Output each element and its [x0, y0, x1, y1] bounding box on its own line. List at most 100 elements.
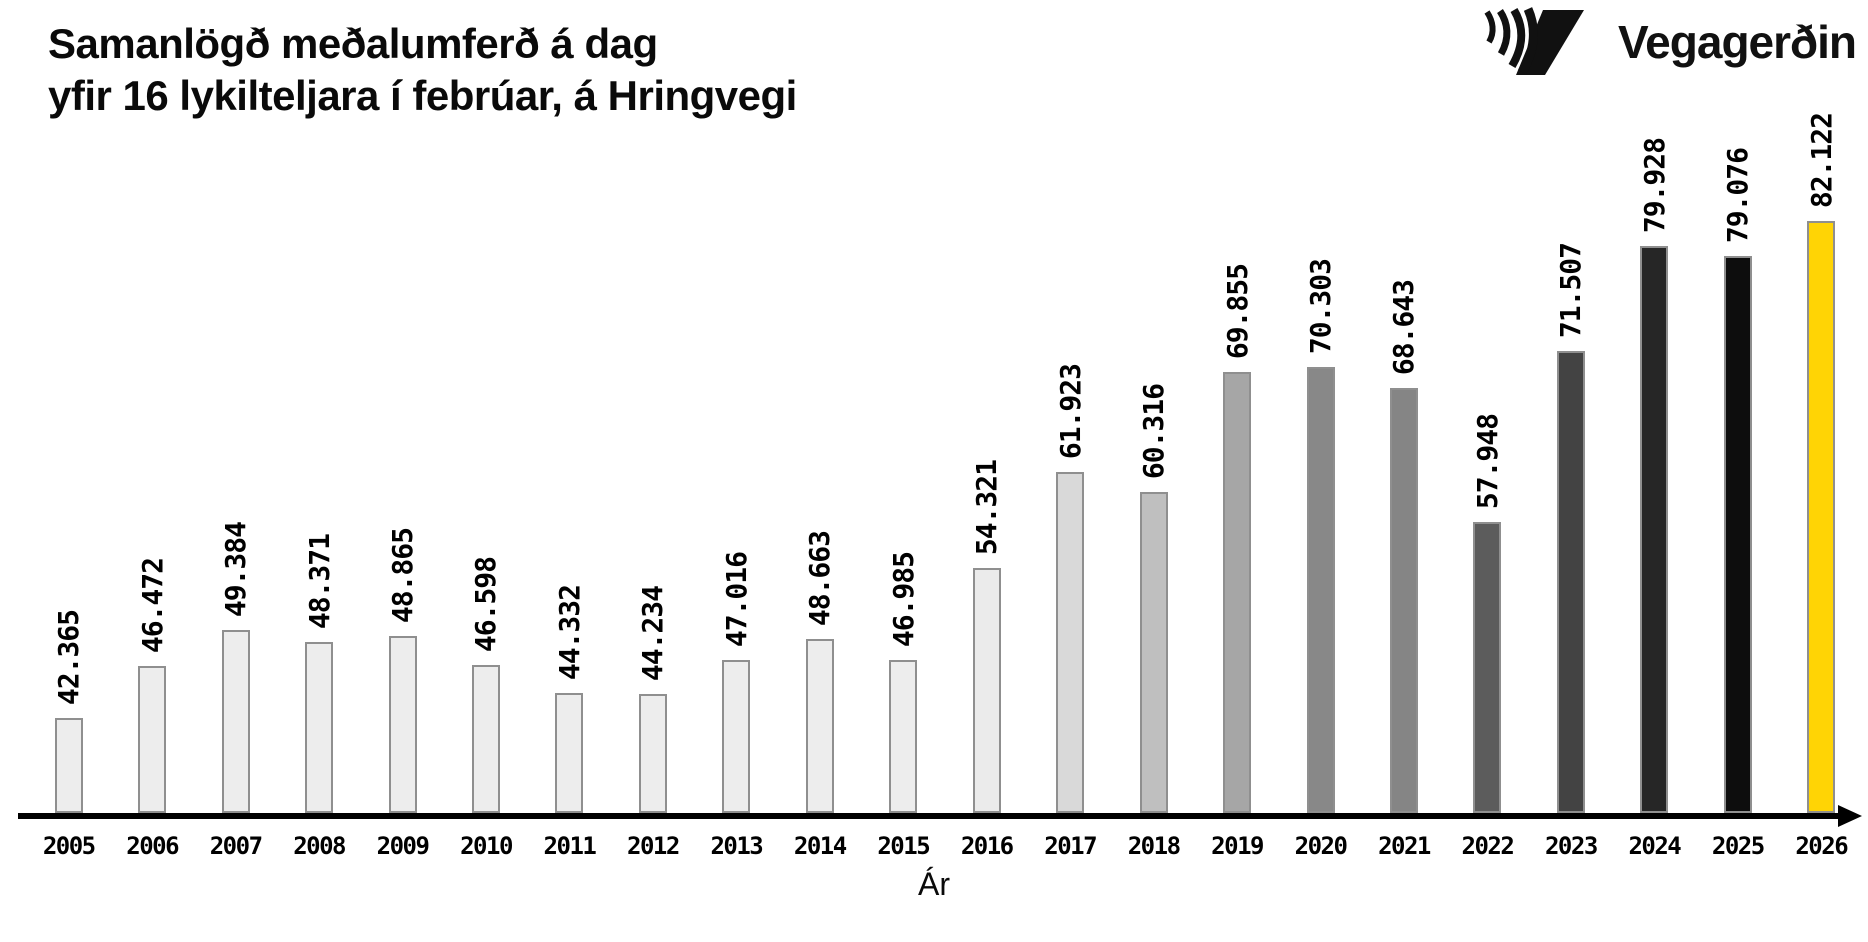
bar-2013	[722, 660, 751, 813]
bar-value-label: 61.923	[1053, 363, 1087, 459]
bar-plot-area: 42.365 46.472 49.384 48.371 48.865 46.598 44.3…	[27, 113, 1863, 813]
bar-value-label: 60.316	[1137, 383, 1171, 479]
x-tick-label-2022: 2022	[1461, 832, 1515, 860]
bar-value-label: 71.507	[1554, 242, 1588, 338]
x-tick-label-2018: 2018	[1127, 832, 1181, 860]
bar-column-2025: 79.076	[1696, 113, 1779, 813]
x-axis-arrow-icon	[1838, 805, 1862, 827]
x-tick-label-2015: 2015	[877, 832, 930, 860]
bar-2010	[471, 665, 500, 813]
x-axis-line	[18, 813, 1840, 819]
x-tick-label-2014: 2014	[793, 832, 847, 860]
bar-2014	[805, 639, 834, 813]
page-title-line2: yfir 16 lykilteljara í febrúar, á Hringv…	[48, 72, 797, 119]
bar-value-label: 42.365	[52, 609, 86, 705]
bar-column-2009: 48.865	[361, 113, 444, 813]
bar-value-label: 46.985	[886, 551, 920, 647]
bar-value-label: 79.076	[1721, 147, 1755, 243]
bar-column-2024: 79.928	[1613, 113, 1696, 813]
bar-value-label: 47.016	[719, 551, 753, 647]
bar-column-2020: 70.303	[1279, 113, 1362, 813]
bar-2022	[1473, 522, 1502, 813]
x-tick-label-2009: 2009	[376, 832, 430, 860]
bar-2023	[1556, 351, 1585, 813]
bar-value-label: 48.865	[386, 527, 420, 623]
bar-column-2010: 46.598	[444, 113, 527, 813]
bar-value-label: 69.855	[1220, 263, 1254, 359]
x-tick-label-2023: 2023	[1544, 832, 1598, 860]
x-tick-label-2005: 2005	[42, 832, 96, 860]
bar-value-label: 82.122	[1804, 113, 1838, 209]
bar-column-2026: 82.122	[1780, 113, 1863, 813]
bar-column-2022: 57.948	[1446, 113, 1529, 813]
bar-value-label: 70.303	[1304, 258, 1338, 354]
bar-2006	[138, 666, 167, 813]
bar-column-2019: 69.855	[1195, 113, 1278, 813]
bar-value-label: 48.371	[302, 533, 336, 629]
bar-2018	[1139, 492, 1168, 813]
x-tick-label-2013: 2013	[710, 832, 763, 860]
bar-value-label: 79.928	[1637, 137, 1671, 233]
x-tick-label-2006: 2006	[126, 832, 179, 860]
x-axis-tick-labels: 2005 2006 2007 2008 2009 2010 2011 2012 2013 2014…	[27, 832, 1863, 860]
vegagerdin-logo: Vegagerðin	[1480, 6, 1857, 78]
bar-value-label: 49.384	[219, 521, 253, 617]
x-tick-label-2025: 2025	[1711, 832, 1765, 860]
bar-2015	[889, 660, 918, 813]
bar-value-label: 46.472	[135, 557, 169, 653]
bar-2021	[1389, 388, 1418, 813]
bar-value-label: 48.663	[803, 530, 837, 626]
bar-2011	[555, 693, 584, 813]
bar-column-2013: 47.016	[695, 113, 778, 813]
x-tick-label-2024: 2024	[1628, 832, 1681, 860]
bar-2016	[972, 568, 1001, 813]
bar-column-2005: 42.365	[27, 113, 110, 813]
x-tick-label-2008: 2008	[293, 832, 346, 860]
bar-value-label: 54.321	[970, 459, 1004, 555]
bar-value-label: 68.643	[1387, 279, 1421, 375]
x-tick-label-2026: 2026	[1795, 832, 1848, 860]
x-tick-label-2017: 2017	[1044, 832, 1097, 860]
x-tick-label-2019: 2019	[1211, 832, 1264, 860]
bar-column-2017: 61.923	[1028, 113, 1111, 813]
bar-column-2006: 46.472	[110, 113, 193, 813]
page-title-line1: Samanlögð meðalumferð á dag	[48, 20, 658, 67]
bar-2009	[388, 636, 417, 813]
bar-2020	[1306, 367, 1335, 813]
bar-column-2014: 48.663	[778, 113, 861, 813]
bar-2008	[305, 642, 334, 813]
vegagerdin-logo-text: Vegagerðin	[1618, 16, 1857, 68]
bar-2025	[1723, 256, 1752, 813]
x-tick-label-2012: 2012	[627, 832, 680, 860]
bar-value-label: 46.598	[469, 556, 503, 652]
bar-2005	[54, 718, 83, 813]
bar-value-label: 44.234	[636, 585, 670, 681]
bar-2026	[1807, 221, 1836, 813]
bar-column-2016: 54.321	[945, 113, 1028, 813]
bar-2017	[1056, 472, 1085, 813]
x-axis-title: Ár	[918, 866, 950, 902]
bar-2019	[1223, 372, 1252, 813]
bar-column-2008: 48.371	[277, 113, 360, 813]
bar-column-2023: 71.507	[1529, 113, 1612, 813]
bar-column-2012: 44.234	[611, 113, 694, 813]
page-title: Samanlögð meðalumferð á dag yfir 16 lyki…	[48, 18, 797, 122]
bar-2007	[221, 630, 250, 813]
bar-column-2007: 49.384	[194, 113, 277, 813]
bar-column-2015: 46.985	[862, 113, 945, 813]
bar-2012	[638, 694, 667, 813]
x-tick-label-2011: 2011	[543, 832, 597, 860]
bar-column-2021: 68.643	[1362, 113, 1445, 813]
x-tick-label-2020: 2020	[1294, 832, 1348, 860]
bar-column-2011: 44.332	[528, 113, 611, 813]
bar-column-2018: 60.316	[1112, 113, 1195, 813]
bar-2024	[1640, 246, 1669, 813]
bar-value-label: 57.948	[1470, 413, 1504, 509]
x-tick-label-2010: 2010	[460, 832, 513, 860]
x-tick-label-2007: 2007	[209, 832, 263, 860]
x-tick-label-2016: 2016	[960, 832, 1014, 860]
bar-value-label: 44.332	[552, 584, 586, 680]
vegagerdin-logo-icon	[1484, 7, 1585, 75]
x-tick-label-2021: 2021	[1378, 832, 1431, 860]
